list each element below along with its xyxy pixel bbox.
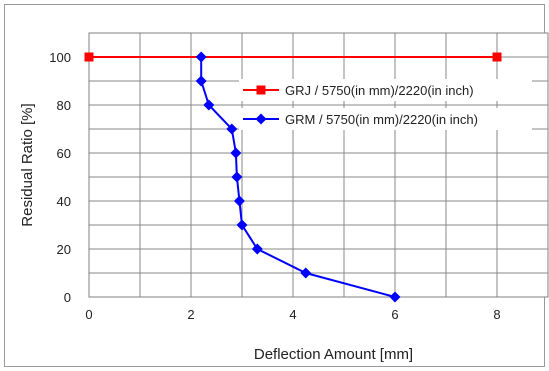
- data-point: [300, 267, 312, 279]
- legend-label: GRJ / 5750(in mm)/2220(in inch): [285, 83, 474, 98]
- series-2: [195, 51, 401, 303]
- data-point: [236, 219, 248, 231]
- x-tick-labels: 0 2 4 6 8: [85, 307, 500, 322]
- y-axis-title: Residual Ratio [%]: [19, 103, 36, 226]
- y-tick-label: 40: [57, 194, 71, 209]
- data-point: [389, 291, 401, 303]
- data-point: [251, 243, 263, 255]
- y-tick-labels: 0 20 40 60 80 100: [49, 50, 71, 305]
- data-point: [231, 171, 243, 183]
- plot-border: [88, 32, 549, 298]
- data-point: [203, 99, 215, 111]
- data-point: [226, 123, 238, 135]
- data-point: [84, 52, 94, 62]
- x-tick-label: 0: [85, 307, 92, 322]
- x-axis-title: Deflection Amount [mm]: [254, 346, 413, 363]
- data-point: [230, 147, 242, 159]
- legend: GRJ / 5750(in mm)/2220(in inch) GRM / 575…: [239, 79, 532, 130]
- legend-marker: [255, 113, 267, 125]
- x-tick-label: 4: [289, 307, 296, 322]
- x-tick-label: 8: [493, 307, 500, 322]
- legend-item: GRM / 5750(in mm)/2220(in inch): [239, 108, 532, 130]
- legend-item: GRJ / 5750(in mm)/2220(in inch): [239, 79, 532, 101]
- data-point: [233, 195, 245, 207]
- legend-label: GRM / 5750(in mm)/2220(in inch): [285, 112, 478, 127]
- legend-item-background: [239, 79, 532, 101]
- plot-area: [89, 33, 548, 297]
- y-tick-label: 100: [49, 50, 71, 65]
- legend-marker: [256, 85, 266, 95]
- y-tick-label: 80: [57, 98, 71, 113]
- data-point: [195, 75, 207, 87]
- y-tick-label: 20: [57, 242, 71, 257]
- data-point: [492, 52, 502, 62]
- y-tick-label: 60: [57, 146, 71, 161]
- legend-item-background: [239, 108, 532, 130]
- series-layer: [84, 51, 502, 303]
- x-tick-label: 6: [391, 307, 398, 322]
- series-1: [84, 52, 502, 62]
- data-point: [195, 51, 207, 63]
- y-tick-label: 0: [64, 290, 71, 305]
- x-tick-label: 2: [187, 307, 194, 322]
